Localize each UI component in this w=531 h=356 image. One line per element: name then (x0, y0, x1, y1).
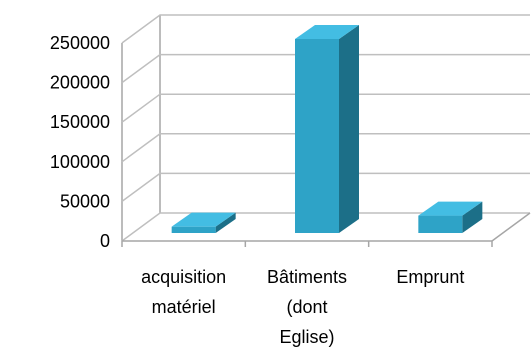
bar-top (171, 212, 236, 227)
bar-front (418, 215, 463, 233)
bar-side (215, 212, 236, 233)
y-tick-label: 200000 (50, 73, 110, 93)
bar-front (295, 38, 339, 234)
bar-top (418, 201, 483, 216)
bar-side (339, 24, 359, 234)
bar-top (295, 24, 359, 39)
x-category-label: Emprunt (396, 267, 464, 287)
gridline (121, 172, 530, 203)
floor-right-edge (491, 212, 531, 242)
y-tick-label: 0 (100, 231, 110, 251)
bar (295, 24, 359, 234)
bar-side (462, 201, 483, 233)
gridline (121, 212, 530, 242)
y-tick-label: 150000 (50, 112, 110, 132)
bars (171, 24, 483, 234)
y-axis-ticks: 0 50000 100000 150000 200000 250000 (50, 33, 110, 251)
gridline (121, 93, 530, 123)
bar (171, 212, 236, 233)
x-axis-labels: acquisition matériel Bâtiments (dont Eglise)… (141, 267, 464, 347)
y-tick-label: 250000 (50, 33, 110, 53)
y-tick-label: 100000 (50, 152, 110, 172)
y-tick-label: 50000 (60, 191, 110, 211)
gridline (121, 14, 530, 44)
gridlines (121, 14, 531, 247)
bar-front (171, 226, 216, 233)
x-category-label: Bâtiments (dont Eglise) (267, 267, 347, 347)
bar (418, 201, 483, 233)
x-category-label: acquisition matériel (141, 267, 226, 317)
gridline (121, 133, 530, 163)
gridline (121, 53, 530, 84)
